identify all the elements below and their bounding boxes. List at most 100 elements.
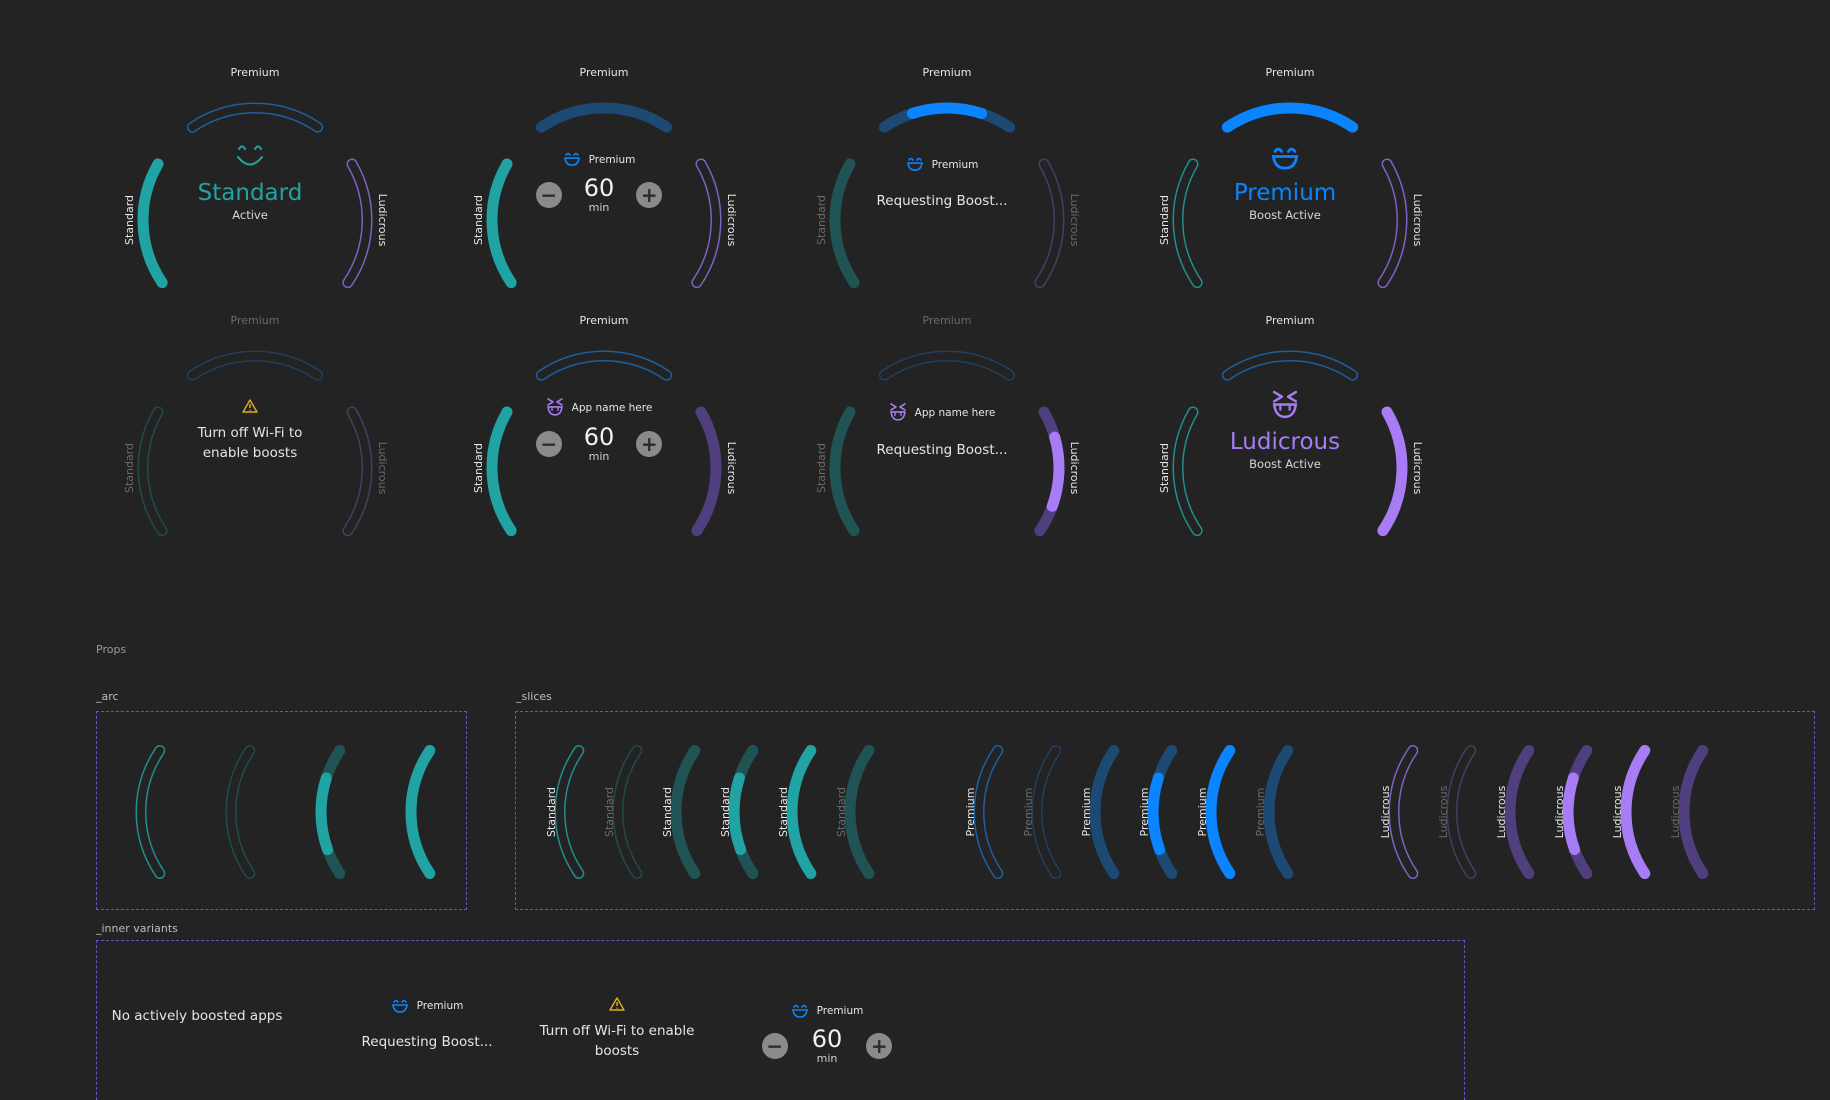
requesting-header: Premium [416, 1000, 464, 1012]
standard-label: Standard [1158, 443, 1171, 493]
ludicrous-arc-inner [1035, 160, 1063, 287]
warning-text: Turn off Wi-Fi to enable boosts [539, 1022, 695, 1059]
mode-title: Ludicrous [1229, 428, 1341, 455]
ludicrous-slice-progress [1562, 772, 1581, 856]
ludicrous-label: Ludicrous [725, 442, 738, 495]
warning-icon [242, 398, 258, 417]
standard-arc-inner [139, 408, 167, 535]
ludicrous-slice [1620, 744, 1651, 880]
premium-arc-inner [188, 104, 322, 132]
ludicrous-slice-label: Ludicrous [1669, 785, 1682, 838]
minutes-value: 60 [583, 422, 615, 451]
decrement-button[interactable]: − [535, 430, 562, 457]
increment-button[interactable]: + [866, 1032, 893, 1059]
smile-icon [234, 142, 266, 176]
ludicrous-arc-inner [343, 160, 371, 287]
standard-arc-inner [1174, 408, 1202, 535]
standard-label: Standard [815, 195, 828, 245]
gauge-arcs: Premium Standard Ludicrous [1158, 314, 1424, 537]
standard-label: Standard [472, 195, 485, 245]
boost-gauge-wifi-warning[interactable]: Premium Standard Ludicrous Turn off Wi-Fi … [100, 298, 400, 538]
mode-title: Premium [1233, 179, 1337, 206]
ludicrous-slice-label: Ludicrous [1437, 785, 1450, 838]
premium-slice-label: Premium [1080, 788, 1093, 837]
standard-slice [786, 744, 817, 880]
inner-variants-frame: No actively boosted apps Premium Request… [96, 940, 1465, 1100]
ludicrous-label: Ludicrous [376, 194, 389, 247]
ludicrous-arc-inner [343, 408, 371, 535]
ludicrous-label: Ludicrous [725, 194, 738, 247]
requesting-header: Premium [931, 159, 979, 171]
ludicrous-arc-progress [1046, 431, 1065, 512]
inner-variant-no-boost: No actively boosted apps [97, 996, 297, 1036]
gauge-arcs: Premium Standard Ludicrous [472, 66, 738, 289]
premium-label: Premium [231, 66, 280, 79]
gauge-inner: Standard Active [100, 112, 400, 252]
ludicrous-arc [691, 406, 722, 537]
standard-label: Standard [1158, 195, 1171, 245]
boost-gauge-ludicrous-stepper[interactable]: Premium Standard Ludicrous App name here −… [449, 298, 749, 538]
standard-label: Standard [123, 195, 136, 245]
standard-slice-label: Standard [603, 787, 616, 837]
gauge-inner: App name here Requesting Boost... [792, 360, 1092, 500]
grin-icon [906, 155, 924, 174]
gauge-arcs: Premium Standard Ludicrous [815, 314, 1081, 537]
standard-arc [829, 158, 860, 289]
decrement-button[interactable]: − [761, 1032, 788, 1059]
inner-variant-stepper: Premium − 60 min + [757, 993, 897, 1073]
boost-gauge-premium-requesting[interactable]: Premium Standard Ludicrous Premium Request… [792, 50, 1092, 290]
ludicrous-arc-inner [1378, 160, 1406, 287]
boost-gauge-ludicrous-requesting[interactable]: Premium Standard Ludicrous App name here R… [792, 298, 1092, 538]
standard-slice-label: Standard [777, 787, 790, 837]
requesting-text: Requesting Boost... [876, 192, 1008, 209]
mode-status: Boost Active [1249, 207, 1321, 222]
premium-slice-label: Premium [1254, 788, 1267, 837]
decrement-button[interactable]: − [535, 181, 562, 208]
premium-slice [1263, 744, 1294, 880]
increment-button[interactable]: + [636, 430, 663, 457]
gauge-arcs: Premium Standard Ludicrous [1158, 66, 1424, 289]
gauge-arcs: Premium Standard Ludicrous [123, 66, 389, 289]
standard-arc [486, 406, 517, 537]
premium-arc [535, 102, 673, 133]
warning-icon [609, 996, 625, 1015]
gauge-arcs: Premium Standard Ludicrous [472, 314, 738, 537]
ludicrous-label: Ludicrous [1068, 194, 1081, 247]
standard-slice [670, 744, 701, 880]
premium-slice-inner [1033, 746, 1060, 878]
increment-button[interactable]: + [636, 181, 663, 208]
ludicrous-label: Ludicrous [376, 442, 389, 495]
gauge-inner: Premium Boost Active [1135, 112, 1435, 252]
premium-slice-label: Premium [1196, 788, 1209, 837]
standard-slice-inner [556, 746, 583, 878]
inner-variant-warning: Turn off Wi-Fi to enable boosts [537, 993, 697, 1063]
props-title: Props [96, 643, 127, 656]
premium-arc-inner [537, 352, 671, 380]
gauge-inner: Premium Requesting Boost... [792, 112, 1092, 252]
wifi-warning-text: Turn off Wi-Fi to enable boosts [197, 424, 303, 461]
mode-status: Active [232, 208, 268, 222]
premium-arc-progress [906, 102, 988, 119]
premium-slice-inner [975, 746, 1002, 878]
boost-gauge-premium-stepper[interactable]: Premium Standard Ludicrous Premium − 60 mi… [449, 50, 749, 290]
mode-status: Boost Active [1249, 456, 1321, 471]
ludicrous-slice-inner [1448, 746, 1475, 878]
gauge-inner: Ludicrous Boost Active [1135, 360, 1435, 500]
ludicrous-label: Ludicrous [1411, 194, 1424, 247]
arc-variants [135, 744, 436, 880]
minutes-value: 60 [811, 1024, 843, 1053]
grin-icon [1270, 143, 1300, 174]
boost-gauge-standard[interactable]: Premium Standard Ludicrous Standard Active [100, 50, 400, 290]
boost-gauge-premium-active[interactable]: Premium Standard Ludicrous Premium Boost A… [1135, 50, 1435, 290]
ludicrous-slice-label: Ludicrous [1611, 785, 1624, 838]
arc-variant-progress [315, 772, 334, 856]
standard-arc [486, 158, 517, 289]
boost-gauge-ludicrous-active[interactable]: Premium Standard Ludicrous Ludicrous Boost… [1135, 298, 1435, 538]
stepper-header: Premium [816, 1005, 864, 1017]
minutes-unit: min [588, 200, 610, 214]
premium-label: Premium [580, 314, 629, 327]
grin-icon [563, 150, 581, 169]
slices-variants-frame: Standard Standard Standard Standard Standard… [515, 711, 1815, 910]
requesting-header: App name here [914, 406, 996, 419]
standard-slice-label: Standard [835, 787, 848, 837]
